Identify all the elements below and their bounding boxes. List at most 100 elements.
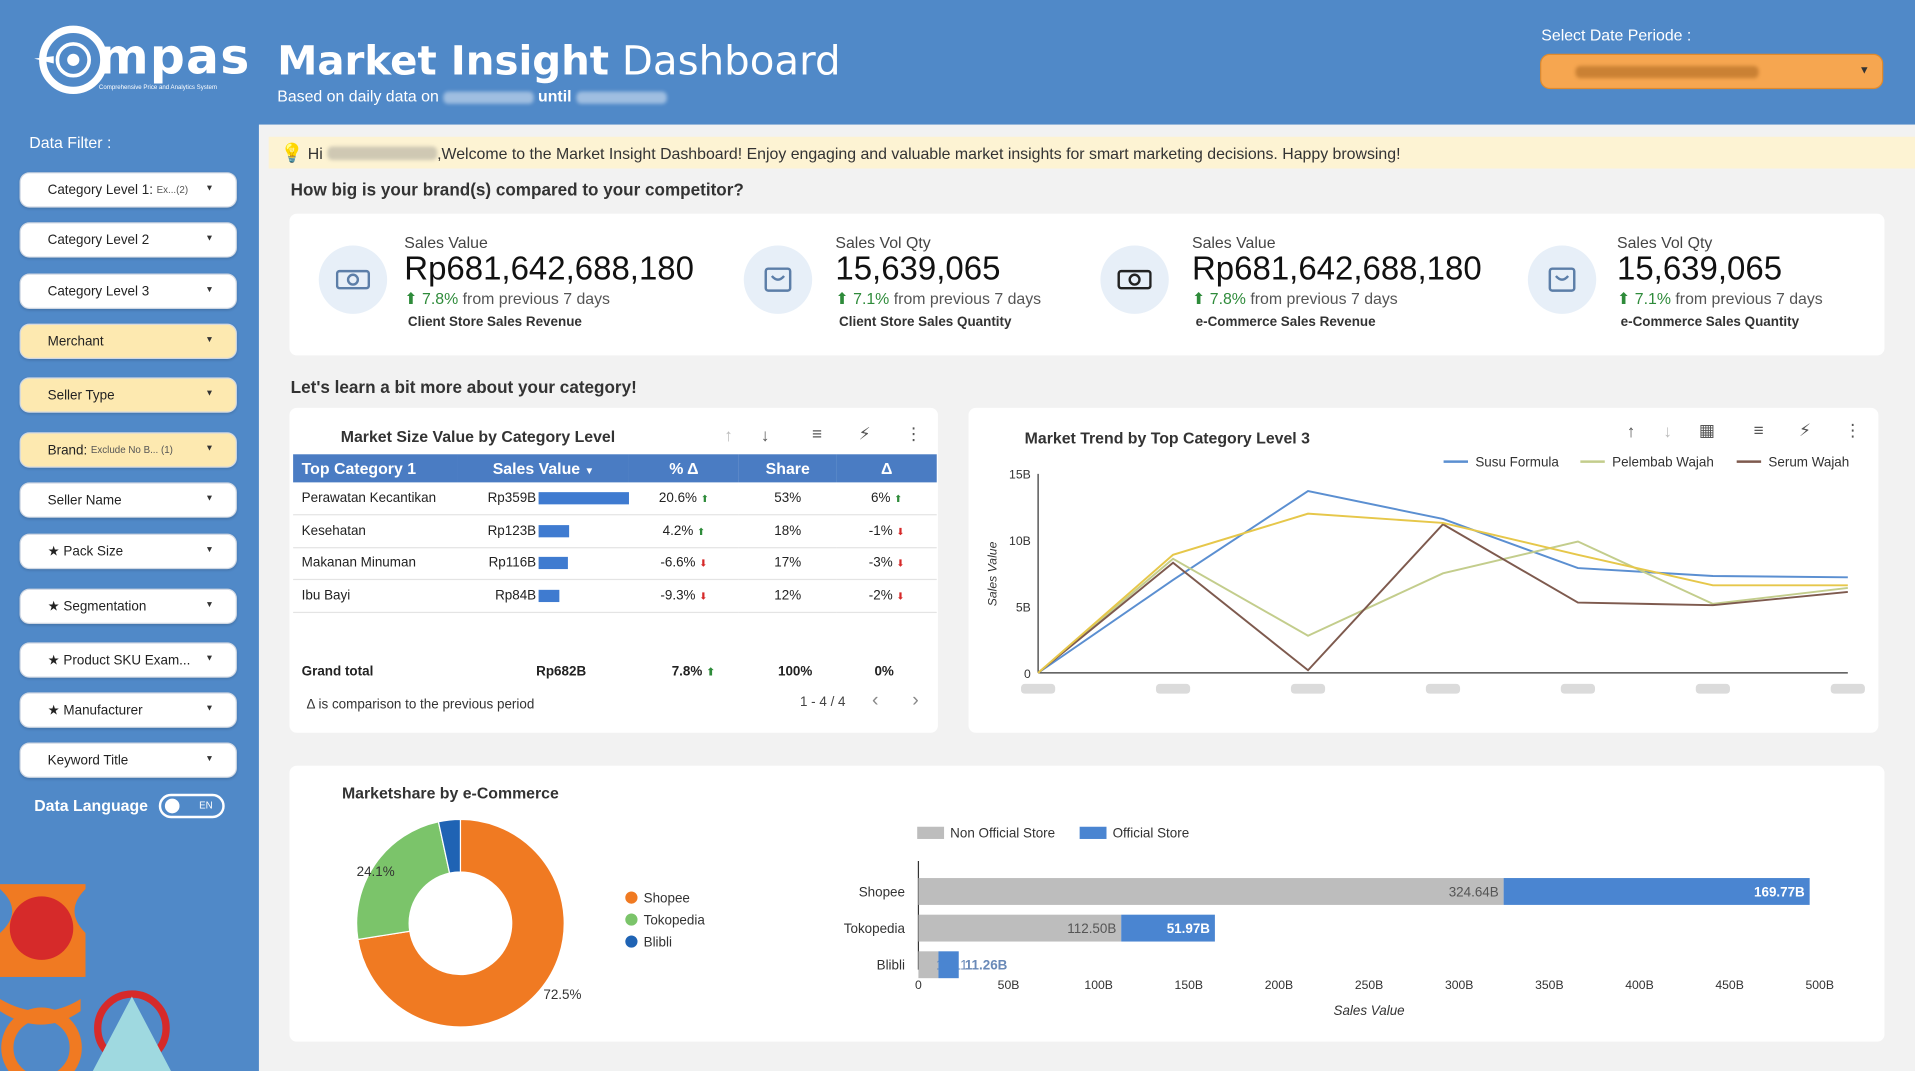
legend-swatch: [1079, 826, 1107, 839]
pie-label: 72.5%: [543, 987, 581, 1002]
table-row[interactable]: Perawatan Kecantikan Rp359B 20.6% ⬆ 53% 6% ⬆: [293, 482, 937, 516]
cell-category: Makanan Minuman: [293, 547, 458, 581]
chevron-down-icon: ▼: [205, 234, 214, 244]
filter-icon[interactable]: ≡: [812, 423, 823, 444]
trend-series-line[interactable]: [1037, 523, 1848, 674]
table-row[interactable]: Ibu Bayi Rp84B -9.3% ⬇ 12% -2% ⬇: [293, 579, 937, 613]
sales-bar: [538, 589, 560, 602]
filter-label: Merchant: [47, 333, 104, 349]
chevron-down-icon: ▼: [205, 285, 214, 295]
more-options-icon[interactable]: ⋮: [1844, 420, 1862, 440]
filter-dropdown[interactable]: Seller Type ▼: [19, 377, 237, 413]
reset-filter-icon[interactable]: ⚡: [858, 423, 871, 444]
prev-page-icon[interactable]: ‹: [872, 689, 879, 711]
filter-dropdown[interactable]: ★ Pack Size ▼: [19, 533, 237, 570]
legend-label: Blibli: [644, 934, 672, 949]
chevron-down-icon: ▼: [205, 754, 214, 764]
col-top-category[interactable]: Top Category 1: [293, 454, 458, 483]
trend-line-chart: Market Trend by Top Category Level 3 0 5B 1…: [986, 430, 1865, 694]
col-pct-delta[interactable]: % Δ: [628, 454, 739, 483]
cell-share: 18%: [738, 514, 837, 548]
filter-dropdown[interactable]: Category Level 3 ▼: [19, 273, 237, 309]
kpi-label: Sales Vol Qty: [1617, 233, 1713, 252]
compass-logo-icon: [34, 25, 108, 95]
sales-bar: [538, 557, 568, 570]
filter-dropdown[interactable]: ★ Product SKU Exam... ▼: [19, 642, 237, 678]
pie-slice[interactable]: [357, 818, 565, 1028]
kpi-change: ⬆ 7.1% from previous 7 days: [1617, 289, 1823, 308]
legend-swatch: [917, 826, 945, 839]
kpi-value: 15,639,065: [835, 250, 1001, 287]
bar-x-tick-label: 300B: [1445, 978, 1474, 992]
filter-dropdown[interactable]: ★ Segmentation ▼: [19, 588, 237, 625]
chevron-down-icon: ▼: [205, 704, 214, 714]
arrow-up-icon: ⬆: [697, 526, 706, 538]
redacted-user-name: [327, 145, 438, 160]
kpi-change: ⬆ 7.8% from previous 7 days: [404, 289, 611, 308]
table-row[interactable]: Makanan Minuman Rp116B -6.6% ⬇ 17% -3% ⬇: [293, 547, 937, 581]
arrow-up-icon: ⬆: [1617, 289, 1631, 308]
kpi-caption: e-Commerce Sales Quantity: [1620, 315, 1800, 330]
arrow-down-icon: ⬇: [699, 558, 708, 570]
col-delta[interactable]: Δ: [836, 454, 937, 483]
filter-dropdown[interactable]: ★ Manufacturer ▼: [19, 692, 237, 728]
shopping-bag-icon: [743, 245, 813, 314]
category-table-card: Market Size Value by Category Level ↑ ↓ …: [289, 407, 938, 733]
legend-label: Official Store: [1113, 826, 1190, 841]
bar-x-tick-label: 200B: [1265, 978, 1294, 992]
chevron-down-icon: ▼: [205, 654, 214, 664]
bar-segment[interactable]: [918, 878, 1504, 905]
bar-category-label: Tokopedia: [844, 921, 906, 936]
legend-label: Serum Wajah: [1768, 454, 1849, 469]
legend-swatch: [625, 891, 638, 904]
bar-segment[interactable]: [918, 914, 1122, 942]
filter-dropdown[interactable]: Keyword Title ▼: [19, 742, 237, 778]
table-row[interactable]: Kesehatan Rp123B 4.2% ⬆ 18% -1% ⬇: [293, 514, 937, 548]
bar-segment[interactable]: [918, 951, 939, 979]
filter-dropdown[interactable]: Brand: Exclude No B... (1) ▼: [19, 432, 237, 468]
page-subtitle: Based on daily data on until: [277, 87, 667, 105]
more-options-icon[interactable]: ⋮: [904, 423, 923, 444]
welcome-banner: 💡 Hi ,Welcome to the Market Insight Dash…: [268, 136, 1915, 169]
pie-slice[interactable]: [437, 818, 462, 874]
kpi-tile: Sales Value Rp681,642,688,180 ⬆ 7.8% from …: [1071, 214, 1482, 356]
filter-label: Category Level 3: [47, 283, 150, 299]
pie-slice[interactable]: [356, 821, 451, 941]
next-page-icon[interactable]: ›: [912, 689, 919, 711]
chart-settings-icon[interactable]: ▦: [1698, 420, 1715, 440]
bar-segment[interactable]: [1121, 914, 1215, 942]
trend-series-line[interactable]: [1037, 540, 1848, 674]
reset-filter-icon[interactable]: ⚡: [1798, 420, 1811, 440]
chevron-down-icon: ▼: [205, 444, 214, 454]
x-tick-label-redacted: [1155, 683, 1191, 694]
kpi-label: Sales Value: [1191, 233, 1276, 252]
cell-sales: Rp84B: [457, 579, 629, 613]
arrow-down-icon: ⬇: [896, 590, 905, 602]
arrow-up-icon: ⬆: [404, 289, 418, 308]
grand-total-sales: Rp682B: [536, 664, 587, 679]
main-content: 💡 Hi ,Welcome to the Market Insight Dash…: [258, 124, 1915, 1071]
bar-segment[interactable]: [1503, 878, 1810, 905]
sort-up-icon[interactable]: ↑: [1626, 421, 1636, 441]
filter-dropdown[interactable]: Seller Name ▼: [19, 482, 237, 518]
filter-icon[interactable]: ≡: [1753, 420, 1764, 440]
bar-x-tick-label: 500B: [1805, 978, 1834, 992]
date-period-select[interactable]: ▼: [1540, 53, 1884, 90]
sort-down-icon[interactable]: ↓: [1663, 421, 1672, 441]
col-share[interactable]: Share: [738, 454, 837, 483]
data-language-toggle[interactable]: EN: [158, 793, 225, 819]
kpi-value: Rp681,642,688,180: [1191, 250, 1482, 287]
trend-series-line[interactable]: [1037, 512, 1848, 674]
filter-dropdown[interactable]: Category Level 1: Ex...(2) ▼: [19, 172, 237, 208]
sort-down-icon[interactable]: ↓: [760, 424, 770, 445]
filter-dropdown[interactable]: Merchant ▼: [19, 323, 237, 360]
kpi-value: Rp681,642,688,180: [404, 250, 694, 287]
page-title: Market Insight Dashboard: [277, 36, 841, 85]
col-sales-value[interactable]: Sales Value ▼: [457, 454, 629, 483]
sort-up-icon[interactable]: ↑: [724, 424, 733, 445]
trend-series-line[interactable]: [1037, 490, 1848, 674]
filter-label: Seller Name: [47, 492, 122, 508]
bar-segment[interactable]: [938, 951, 959, 979]
bar-x-tick-label: 250B: [1355, 978, 1384, 992]
filter-dropdown[interactable]: Category Level 2 ▼: [19, 222, 237, 258]
